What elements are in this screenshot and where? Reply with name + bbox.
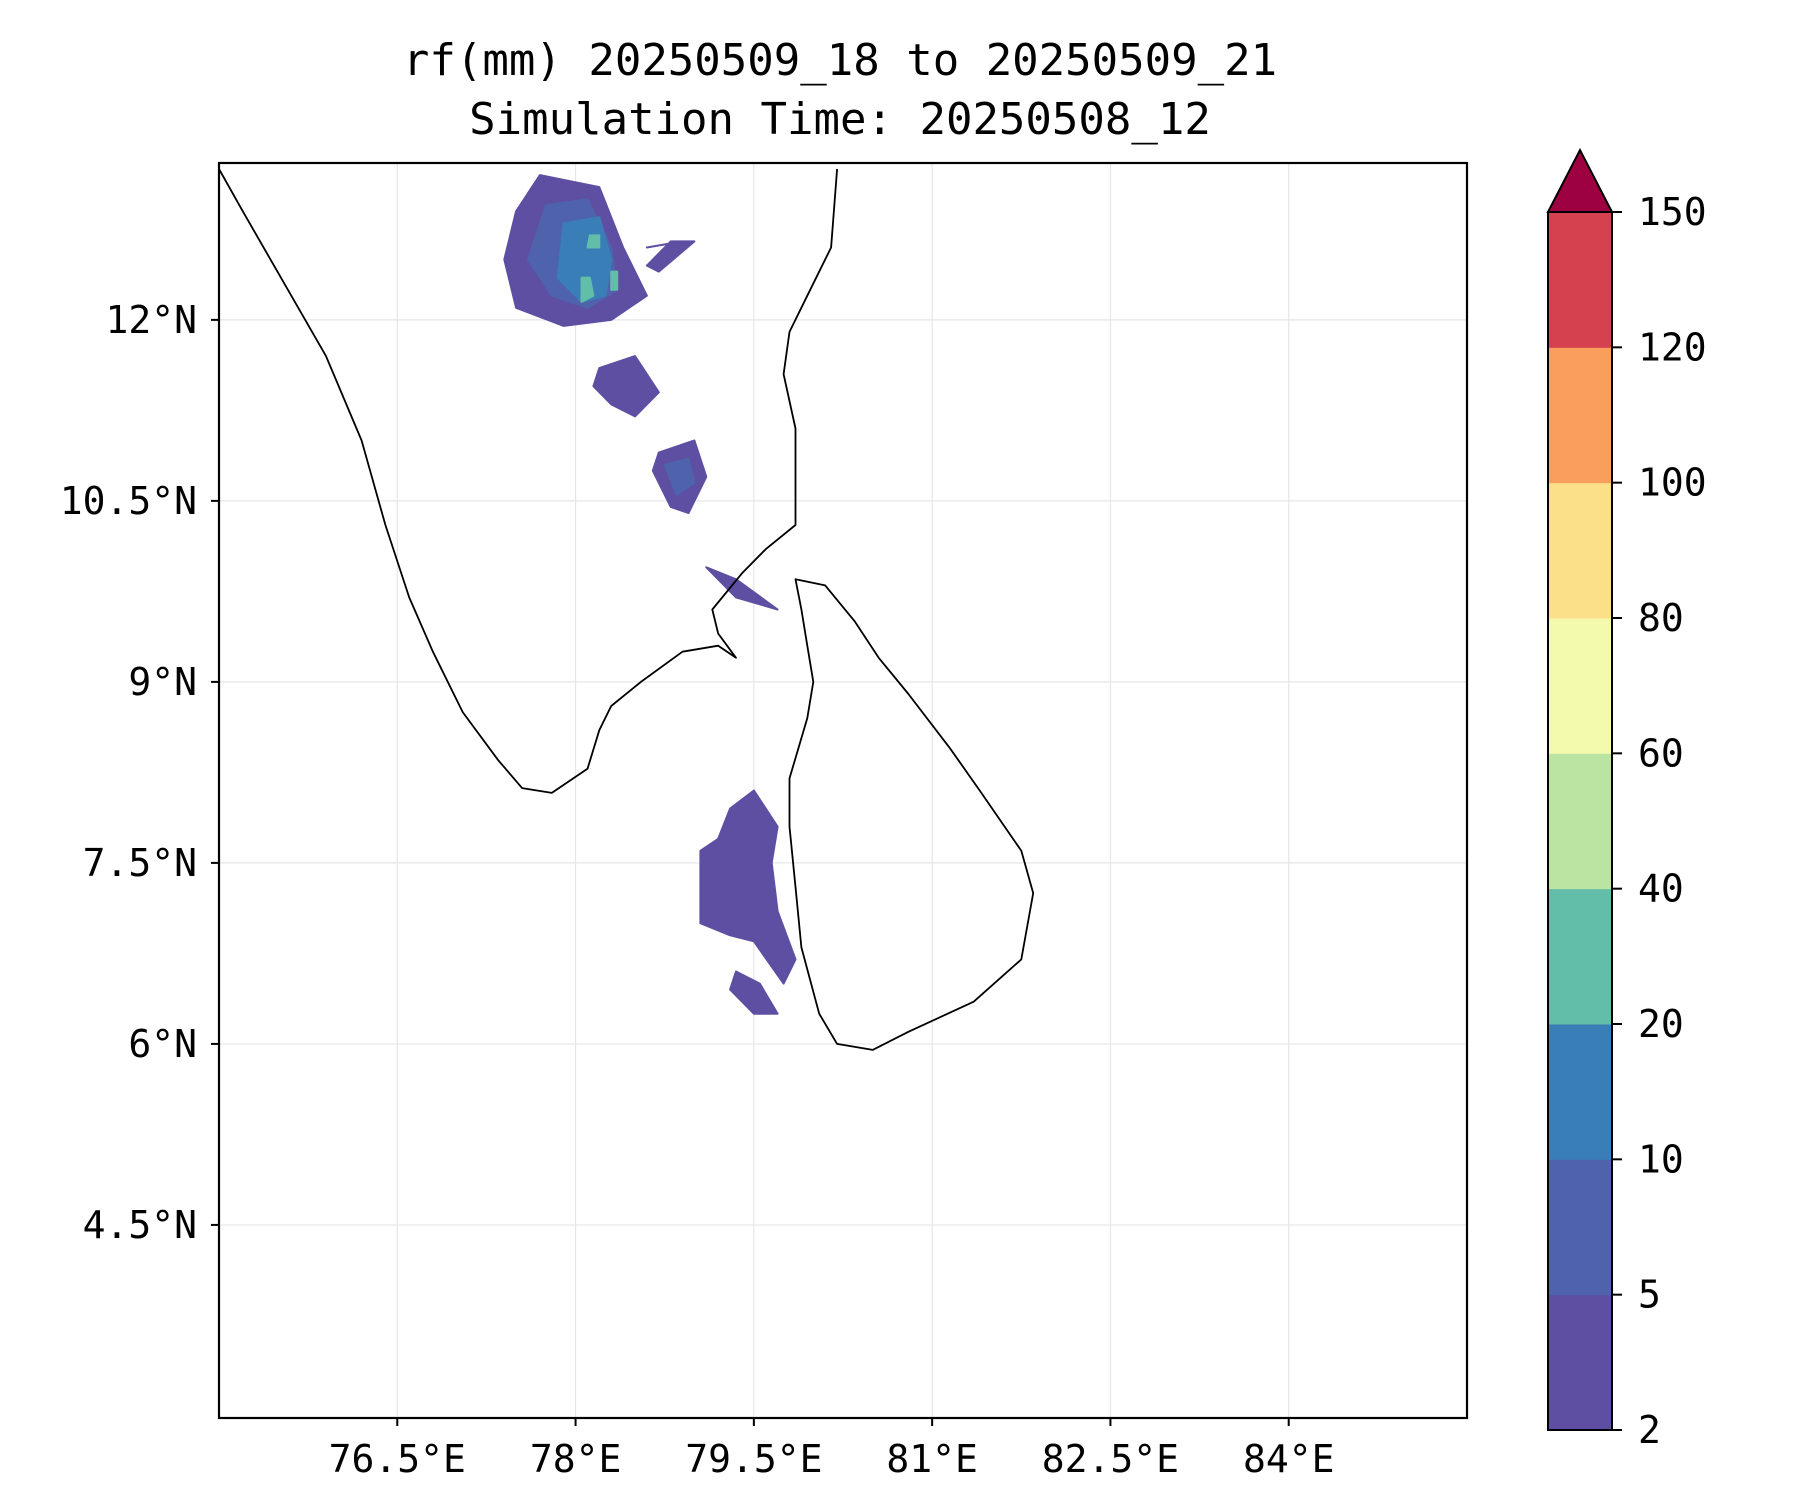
colorbar-segment-4 bbox=[1548, 753, 1612, 890]
coastline-sri-lanka bbox=[788, 578, 1035, 1051]
lat-tick-label-2: 7.5°N bbox=[83, 841, 197, 885]
colorbar-segment-6 bbox=[1548, 482, 1612, 619]
colorbar-label-7: 100 bbox=[1638, 461, 1707, 505]
colorbar-label-5: 60 bbox=[1638, 731, 1684, 775]
lat-tick-label-3: 9°N bbox=[128, 660, 197, 704]
rain-area-3 bbox=[580, 276, 595, 303]
colorbar-label-2: 10 bbox=[1638, 1137, 1684, 1181]
colorbar-label-6: 80 bbox=[1638, 596, 1684, 640]
map-area: 76.5°E 78°E 79.5°E 81°E 82.5°E 84°E 4.5°N 6°N 7… bbox=[60, 161, 1469, 1481]
colorbar-segment-8 bbox=[1548, 212, 1612, 348]
lat-tick-label-0: 4.5°N bbox=[83, 1203, 197, 1247]
rain-area-13 bbox=[729, 970, 779, 1015]
lon-tick-label-2: 79.5°E bbox=[685, 1437, 822, 1481]
colorbar-segment-7 bbox=[1548, 347, 1612, 484]
colorbar-extend-arrow bbox=[1546, 147, 1614, 213]
rain-area-8 bbox=[592, 355, 660, 418]
map-frame bbox=[217, 161, 1469, 1420]
lon-tick-label-1: 78°E bbox=[530, 1437, 622, 1481]
colorbar-frame bbox=[1547, 211, 1613, 1431]
colorbar-segment-5 bbox=[1548, 618, 1612, 754]
colorbar-label-8: 120 bbox=[1638, 325, 1707, 369]
rain-area-5 bbox=[610, 270, 619, 291]
lon-tick-label-0: 76.5°E bbox=[329, 1437, 466, 1481]
rainfall-contours bbox=[503, 174, 797, 1015]
coastlines bbox=[219, 168, 1035, 1051]
colorbar-segment-0 bbox=[1548, 1294, 1612, 1431]
colorbar: 2 5 10 20 40 60 80 100 120 150 bbox=[1546, 147, 1707, 1452]
map-background bbox=[219, 163, 1467, 1418]
colorbar-label-0: 2 bbox=[1638, 1408, 1661, 1452]
colorbar-label-4: 40 bbox=[1638, 867, 1684, 911]
colorbar-segment-1 bbox=[1548, 1159, 1612, 1296]
rain-area-7 bbox=[645, 240, 696, 273]
lon-tick-label-3: 81°E bbox=[886, 1437, 978, 1481]
longitude-ticks: 76.5°E 78°E 79.5°E 81°E 82.5°E 84°E bbox=[329, 1418, 1335, 1481]
colorbar-segment-3 bbox=[1548, 888, 1612, 1025]
title-line-2: Simulation Time: 20250508_12 bbox=[469, 94, 1211, 145]
title-line-1: rf(mm) 20250509_18 to 20250509_21 bbox=[403, 35, 1277, 86]
lon-tick-label-5: 84°E bbox=[1243, 1437, 1335, 1481]
rain-area-11 bbox=[705, 566, 779, 611]
colorbar-segment-2 bbox=[1548, 1024, 1612, 1160]
coastline-india bbox=[219, 168, 838, 794]
lon-tick-label-4: 82.5°E bbox=[1042, 1437, 1179, 1481]
colorbar-label-1: 5 bbox=[1638, 1273, 1661, 1317]
lat-tick-label-5: 12°N bbox=[105, 298, 197, 342]
lat-tick-label-1: 6°N bbox=[128, 1022, 197, 1066]
rain-area-12 bbox=[699, 789, 797, 985]
rain-area-10 bbox=[663, 457, 696, 496]
colorbar-label-3: 20 bbox=[1638, 1002, 1684, 1046]
colorbar-label-9: 150 bbox=[1638, 190, 1707, 234]
gridlines bbox=[219, 163, 1467, 1418]
lat-tick-label-4: 10.5°N bbox=[60, 479, 197, 523]
latitude-ticks: 4.5°N 6°N 7.5°N 9°N 10.5°N 12°N bbox=[60, 298, 219, 1247]
rain-area-4 bbox=[586, 234, 601, 249]
